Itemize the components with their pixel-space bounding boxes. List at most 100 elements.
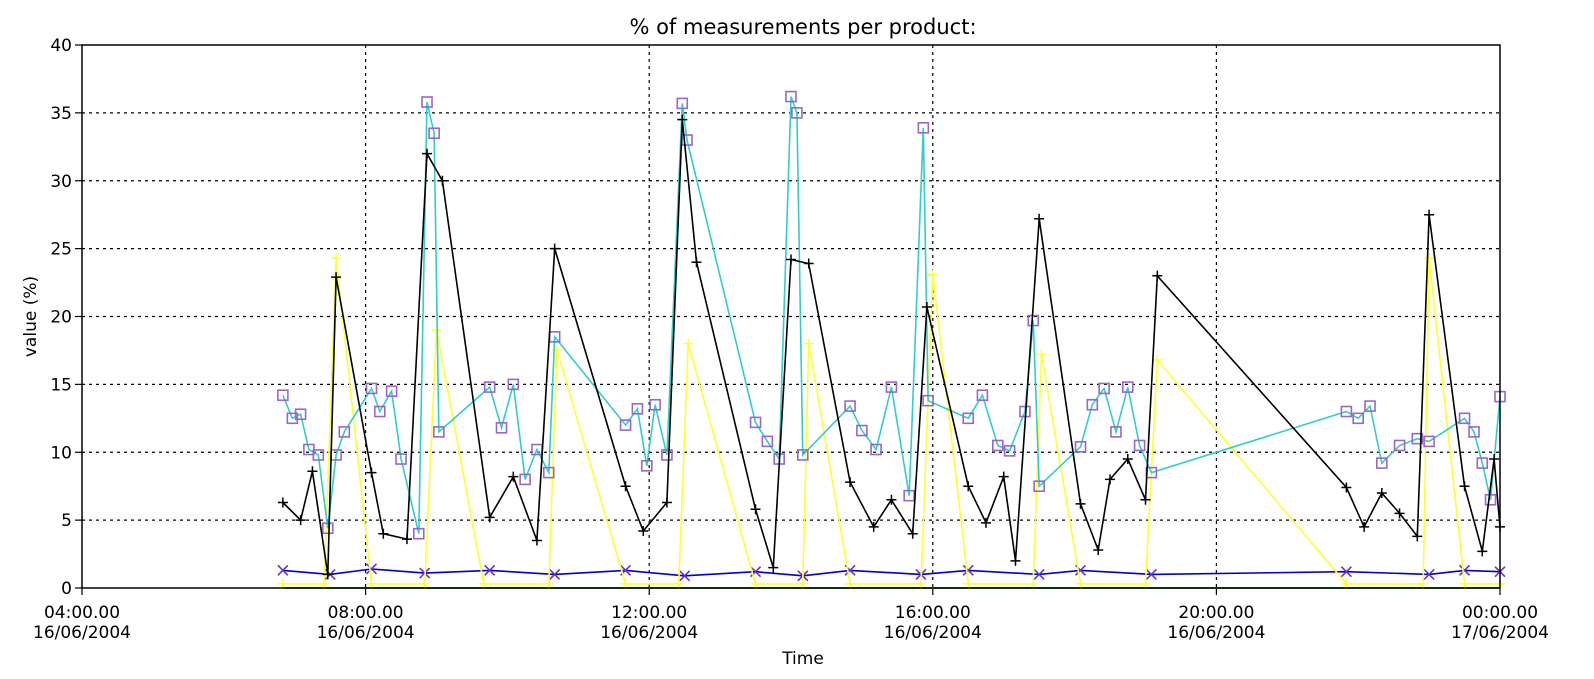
- square-marker: [661, 449, 673, 461]
- square-marker: [1003, 445, 1016, 457]
- plus-marker: [907, 528, 918, 539]
- plus-marker: [1034, 213, 1045, 224]
- square-marker: [1133, 439, 1146, 452]
- plus-marker: [366, 467, 377, 478]
- plus-marker: [803, 258, 814, 269]
- plus-marker: [1394, 508, 1405, 519]
- plus-marker: [1424, 209, 1435, 220]
- plus-marker: [768, 562, 779, 573]
- x-tick-date-label: 16/06/2004: [1167, 623, 1265, 643]
- square-marker: [1121, 381, 1134, 393]
- x-tick-label: 08:00.00: [328, 603, 404, 623]
- y-tick-label: 5: [61, 511, 72, 531]
- x-tick-label: 12:00.00: [611, 603, 687, 623]
- x-tick-label: 16:00.00: [895, 603, 971, 623]
- series-1: [277, 90, 1506, 540]
- plus-marker: [401, 534, 412, 545]
- plot-frame: [81, 44, 1501, 589]
- plus-marker: [845, 477, 856, 488]
- square-marker: [641, 460, 653, 472]
- square-marker: [1033, 480, 1045, 492]
- plus-marker: [868, 521, 879, 532]
- square-marker: [1340, 405, 1353, 418]
- plus-marker: [691, 257, 702, 268]
- plus-marker: [1459, 481, 1470, 492]
- plus-marker: [886, 494, 897, 505]
- square-marker: [519, 473, 531, 486]
- plus-marker: [437, 175, 448, 186]
- plus-marker: [620, 481, 631, 492]
- square-marker: [1468, 426, 1480, 438]
- plus-marker: [508, 471, 519, 482]
- square-marker: [797, 449, 809, 461]
- plus-marker: [1152, 354, 1163, 365]
- series-3: [277, 563, 1506, 582]
- series-line: [282, 96, 1501, 534]
- plus-marker: [750, 504, 761, 515]
- y-tick-label: 25: [50, 240, 72, 260]
- plus-marker: [980, 517, 991, 528]
- plus-marker: [549, 243, 560, 254]
- square-marker: [1393, 439, 1406, 452]
- plus-marker: [677, 114, 688, 125]
- square-marker: [495, 422, 508, 434]
- plus-marker: [1376, 487, 1387, 498]
- x-tick-date-label: 16/06/2004: [884, 623, 982, 643]
- y-tick-label: 0: [61, 579, 72, 599]
- square-marker: [286, 412, 299, 425]
- cross-marker: [365, 563, 378, 575]
- plus-marker: [963, 481, 974, 492]
- square-marker: [991, 439, 1004, 452]
- square-marker: [338, 426, 351, 438]
- square-marker: [395, 453, 407, 465]
- square-marker: [483, 381, 496, 393]
- x-tick-date-label: 16/06/2004: [600, 623, 698, 643]
- cross-marker: [1145, 568, 1157, 580]
- cross-marker: [1423, 568, 1435, 580]
- x-tick-date-label: 17/06/2004: [1451, 623, 1549, 643]
- cross-marker: [549, 568, 561, 580]
- plus-marker: [683, 338, 694, 349]
- x-tick-date-label: 16/06/2004: [33, 623, 131, 643]
- series-line: [282, 568, 1501, 577]
- cross-marker: [962, 564, 974, 576]
- x-tick-label: 00:00.00: [1462, 603, 1538, 623]
- square-marker: [421, 96, 433, 108]
- x-axis-label: Time: [781, 649, 824, 669]
- square-marker: [1476, 457, 1489, 469]
- cross-marker: [484, 564, 496, 576]
- plus-marker: [638, 525, 649, 536]
- plus-marker: [1122, 454, 1133, 465]
- plus-marker: [1477, 546, 1488, 557]
- plus-marker: [1010, 555, 1021, 566]
- plus-marker: [927, 269, 938, 280]
- square-marker: [619, 419, 632, 431]
- square-marker: [428, 127, 440, 140]
- y-tick-label: 35: [50, 104, 72, 124]
- square-marker: [962, 412, 975, 425]
- plus-marker: [786, 254, 796, 265]
- square-marker: [312, 449, 325, 461]
- plus-marker: [295, 515, 306, 526]
- square-marker: [507, 378, 520, 391]
- y-tick-label: 40: [50, 36, 72, 56]
- y-tick-label: 10: [50, 443, 72, 463]
- square-marker: [917, 122, 930, 134]
- x-tick-date-label: 16/06/2004: [317, 623, 415, 643]
- plus-marker: [422, 148, 433, 159]
- square-marker: [676, 97, 689, 110]
- plus-marker: [331, 272, 342, 283]
- cross-marker: [1033, 568, 1045, 580]
- square-marker: [542, 466, 555, 479]
- square-marker: [385, 385, 398, 397]
- square-marker: [885, 381, 898, 393]
- square-marker: [1484, 493, 1497, 506]
- plus-marker: [803, 338, 814, 349]
- plus-marker: [1424, 253, 1435, 264]
- cross-marker: [277, 564, 289, 576]
- plus-marker: [998, 471, 1009, 482]
- plus-marker: [484, 512, 495, 523]
- plus-marker: [307, 466, 318, 477]
- square-marker: [649, 398, 661, 411]
